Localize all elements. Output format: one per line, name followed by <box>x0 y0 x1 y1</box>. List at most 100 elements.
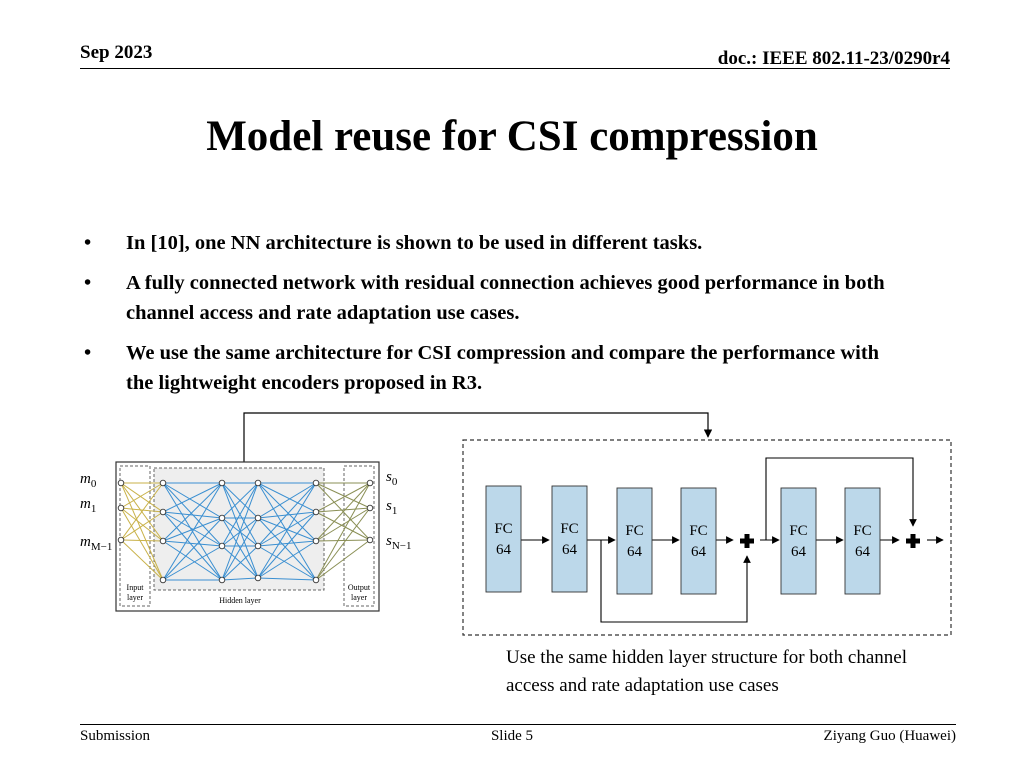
network-edge <box>221 482 259 547</box>
input-label: mM−1 <box>80 534 112 553</box>
network-node <box>218 514 226 522</box>
input-label: m0 <box>80 471 97 490</box>
network-node <box>117 479 125 487</box>
network-edge <box>162 517 223 542</box>
network-node <box>254 542 262 550</box>
footer-submission: Submission <box>80 728 151 744</box>
bullet-text: We use the same architecture for CSI com… <box>126 342 880 394</box>
network-node <box>312 537 320 545</box>
footer-rule <box>80 724 956 725</box>
output-symbol: s <box>386 533 392 549</box>
slide-title: Model reuse for CSI compression <box>206 113 818 160</box>
network-edge <box>257 540 317 579</box>
network-edge <box>257 482 317 581</box>
network-node <box>254 574 262 582</box>
output-layer-label: Output layer <box>348 583 371 602</box>
network-edge <box>315 482 371 509</box>
network-figure: m0 m1 mM−1 s0 s1 sN−1 Input layer Hidden … <box>80 461 412 612</box>
network-node <box>218 576 226 584</box>
fc-block-size: 64 <box>496 542 512 558</box>
network-node <box>159 576 167 584</box>
output-layer-box <box>343 465 375 607</box>
bullet-item: • A fully connected network with residual… <box>84 268 904 328</box>
fc-block-name: FC <box>689 523 707 539</box>
network-nodes <box>117 479 374 584</box>
network-edge <box>257 545 317 581</box>
input-symbol: m <box>80 471 91 487</box>
connector-arrow <box>243 412 713 462</box>
network-edge <box>257 511 317 547</box>
network-edges <box>120 482 371 581</box>
fc-block-size: 64 <box>855 544 871 560</box>
network-edge <box>315 482 371 542</box>
network-edge <box>221 482 259 519</box>
header-doc-id: doc.: IEEE 802.11-23/0290r4 <box>717 48 950 69</box>
bullet-list: • In [10], one NN architecture is shown t… <box>84 228 904 408</box>
footer-slide-number: Slide 5 <box>490 728 534 744</box>
network-edge <box>257 482 317 579</box>
output-symbol: s <box>386 469 392 485</box>
fc-block-size: 64 <box>627 544 643 560</box>
network-edge <box>257 482 317 547</box>
add-node-1 <box>735 529 759 553</box>
network-edge <box>221 517 259 579</box>
network-edge <box>257 482 317 513</box>
fc-block-size: 64 <box>791 544 807 560</box>
network-edge <box>315 511 371 541</box>
network-node <box>366 536 374 544</box>
network-node <box>312 576 320 584</box>
network-edge <box>315 539 371 581</box>
network-edge <box>257 482 317 519</box>
bullet-dot: • <box>84 232 92 254</box>
input-symbol: m <box>80 534 91 550</box>
network-edge <box>315 507 371 542</box>
network-edge <box>120 482 164 541</box>
network-edge <box>162 482 223 519</box>
network-node <box>159 537 167 545</box>
fc-blocks: FC 64 FC 64 FC 64 FC 64 FC 64 FC 64 <box>485 485 881 595</box>
network-edge <box>257 517 317 581</box>
fc-block-name: FC <box>494 521 512 537</box>
bullet-item: • We use the same architecture for CSI co… <box>84 338 904 398</box>
network-edge <box>221 517 259 581</box>
network-edge <box>162 511 223 519</box>
output-subscript: 0 <box>392 476 398 488</box>
network-edge <box>162 540 223 547</box>
fc-block <box>844 487 881 595</box>
network-edge <box>162 482 223 513</box>
skip-connection-1 <box>600 540 751 623</box>
output-subscript: N−1 <box>392 540 412 552</box>
fc-block-name: FC <box>625 523 643 539</box>
network-edge <box>120 482 164 509</box>
network-edge <box>120 507 164 581</box>
input-layer-box <box>119 465 151 607</box>
fc-block-name: FC <box>853 523 871 539</box>
hidden-layer-label: Hidden layer <box>219 596 261 605</box>
network-edge <box>162 517 223 581</box>
network-edge <box>221 577 259 581</box>
network-edge <box>315 482 371 581</box>
network-edge <box>162 482 223 542</box>
residual-figure: FC 64 FC 64 FC 64 FC 64 FC 64 FC 64 <box>462 439 952 636</box>
network-node <box>218 542 226 550</box>
fc-block <box>485 485 522 593</box>
bullet-item: • In [10], one NN architecture is shown t… <box>84 228 904 258</box>
network-node <box>312 508 320 516</box>
network-edge <box>162 482 223 581</box>
fc-block-size: 64 <box>562 542 578 558</box>
network-edge <box>221 482 259 581</box>
network-edge <box>315 539 371 542</box>
network-edge <box>315 507 371 581</box>
input-subscript: M−1 <box>91 541 112 553</box>
network-node <box>218 479 226 487</box>
network-edge <box>257 482 317 542</box>
network-edge <box>315 507 371 513</box>
output-subscript: 1 <box>392 505 398 517</box>
header-date: Sep 2023 <box>80 42 153 63</box>
input-symbol: m <box>80 496 91 512</box>
bullet-dot: • <box>84 272 92 294</box>
network-edge <box>315 482 371 513</box>
network-node <box>117 504 125 512</box>
add-node-2 <box>901 529 925 553</box>
